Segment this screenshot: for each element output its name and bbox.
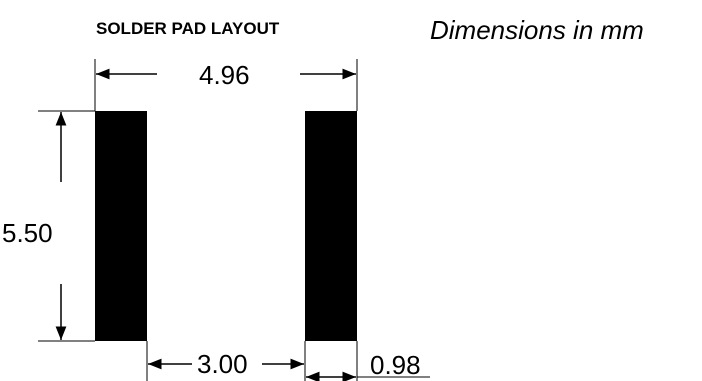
- left-solder-pad: [95, 111, 147, 341]
- pad-width-label: 0.98: [370, 350, 421, 380]
- overall-width-label: 4.96: [199, 60, 250, 90]
- pad-gap-label: 3.00: [197, 349, 248, 379]
- diagram-title: SOLDER PAD LAYOUT: [96, 19, 280, 38]
- pad-height-label: 5.50: [2, 218, 53, 248]
- units-note: Dimensions in mm: [430, 15, 644, 45]
- right-solder-pad: [305, 111, 357, 341]
